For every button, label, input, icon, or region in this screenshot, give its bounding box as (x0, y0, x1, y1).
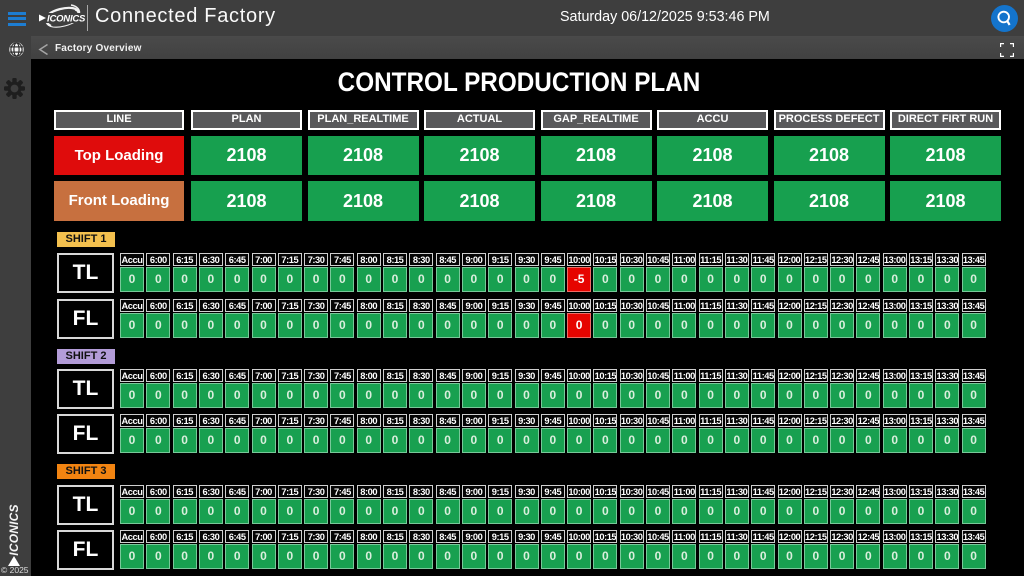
svg-text:ICONICS: ICONICS (47, 14, 85, 25)
